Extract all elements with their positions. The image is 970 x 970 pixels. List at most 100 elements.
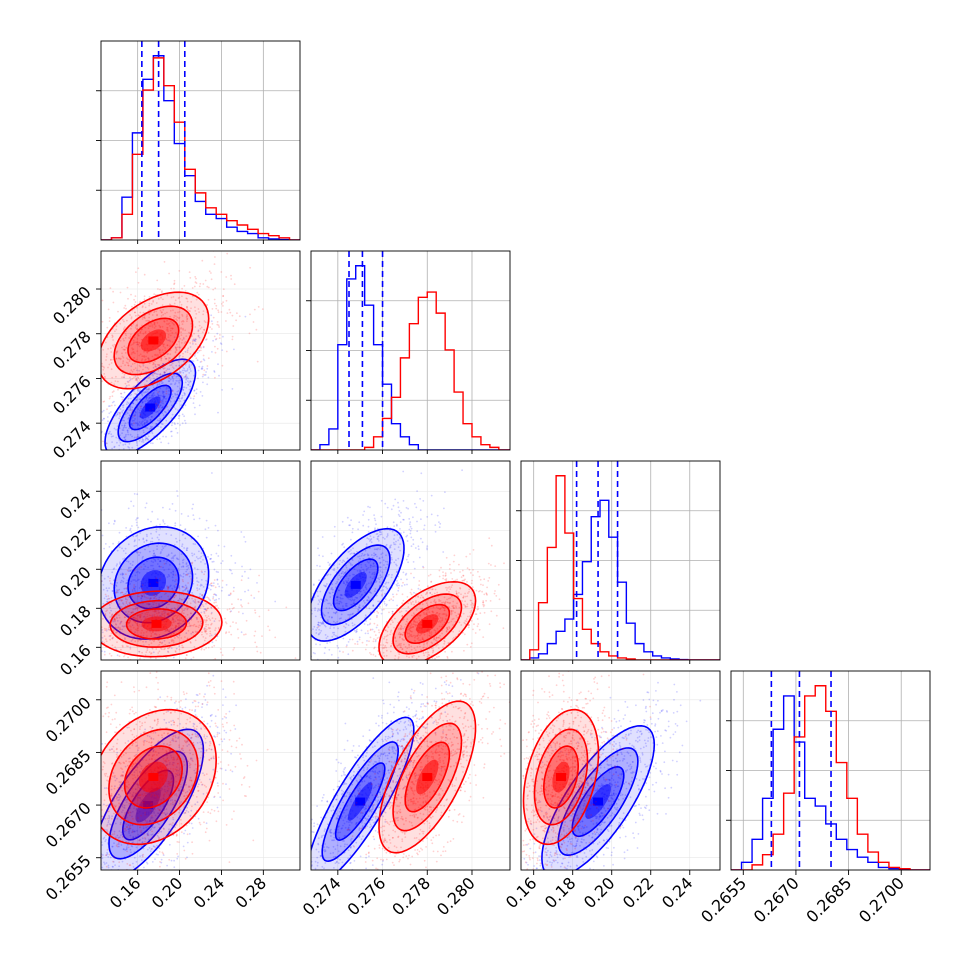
scatter-point xyxy=(181,315,184,317)
scatter-point xyxy=(128,446,131,449)
scatter-point xyxy=(177,380,180,382)
scatter-point xyxy=(48,609,50,611)
scatter-point xyxy=(108,635,111,637)
scatter-point xyxy=(116,351,118,354)
scatter-point xyxy=(118,531,121,534)
scatter-point xyxy=(187,384,189,386)
scatter-point xyxy=(198,336,201,339)
scatter-point xyxy=(132,510,134,512)
scatter-point xyxy=(124,422,127,425)
scatter-point xyxy=(121,398,124,401)
scatter-point xyxy=(163,343,165,346)
scatter-point xyxy=(117,451,119,453)
scatter-point xyxy=(143,355,146,357)
scatter-point xyxy=(82,463,84,465)
scatter-point xyxy=(148,603,151,606)
scatter-point xyxy=(170,571,173,574)
scatter-point xyxy=(161,406,164,409)
scatter-point xyxy=(135,398,138,401)
scatter-point xyxy=(122,409,125,412)
scatter-point xyxy=(186,349,189,351)
scatter-point xyxy=(123,339,125,342)
scatter-point xyxy=(97,439,99,441)
scatter-point xyxy=(156,314,158,317)
scatter-point xyxy=(107,348,109,350)
scatter-point xyxy=(155,609,157,612)
scatter-point xyxy=(134,418,136,420)
scatter-point xyxy=(214,586,217,589)
scatter-point xyxy=(175,347,178,349)
scatter-point xyxy=(144,881,146,883)
scatter-point xyxy=(164,371,166,374)
scatter-point xyxy=(105,467,107,469)
scatter-point xyxy=(147,545,150,548)
scatter-point xyxy=(169,357,171,359)
scatter-point xyxy=(204,279,207,282)
scatter-point xyxy=(127,417,130,419)
scatter-point xyxy=(105,595,108,598)
scatter-point xyxy=(176,343,178,346)
scatter-point xyxy=(133,298,136,301)
scatter-point xyxy=(112,290,114,293)
scatter-point xyxy=(84,476,86,478)
scatter-point xyxy=(230,569,232,572)
hist-clip-group xyxy=(311,265,510,450)
scatter-point xyxy=(146,427,149,430)
scatter-point xyxy=(142,368,144,371)
scatter-point xyxy=(97,663,99,665)
scatter-point xyxy=(114,471,116,473)
scatter-point xyxy=(146,437,149,440)
scatter-point xyxy=(130,423,133,426)
scatter-point xyxy=(97,550,99,552)
scatter-point xyxy=(173,585,176,587)
scatter-point xyxy=(155,530,158,533)
scatter-point xyxy=(213,263,216,265)
scatter-point xyxy=(216,604,218,607)
scatter-point xyxy=(220,271,223,273)
scatter-point xyxy=(104,593,107,596)
scatter-point xyxy=(168,508,171,510)
scatter-point xyxy=(66,374,68,376)
scatter-point xyxy=(136,422,139,425)
scatter-point xyxy=(200,552,203,554)
scatter-point xyxy=(163,320,166,322)
scatter-point xyxy=(152,396,155,399)
scatter-point xyxy=(152,301,155,303)
scatter-point xyxy=(214,338,217,341)
scatter-point xyxy=(216,578,219,581)
scatter-point xyxy=(197,369,200,372)
scatter-point xyxy=(141,328,143,331)
scatter-point xyxy=(186,306,188,308)
scatter-point xyxy=(195,282,198,284)
scatter-point xyxy=(201,594,203,596)
scatter-point xyxy=(124,332,127,335)
scatter-point xyxy=(113,618,116,621)
scatter-point xyxy=(225,320,227,322)
scatter-point xyxy=(144,306,147,309)
scatter-point xyxy=(65,569,67,571)
scatter-point xyxy=(132,396,135,399)
scatter-point xyxy=(167,554,170,557)
scatter-point xyxy=(182,561,184,564)
scatter-point xyxy=(154,846,157,849)
scatter-point xyxy=(196,587,199,590)
scatter-point xyxy=(221,349,224,351)
scatter-point xyxy=(153,380,156,383)
scatter-point xyxy=(176,319,179,322)
scatter-point xyxy=(153,552,156,555)
scatter-point xyxy=(173,323,176,326)
scatter-point xyxy=(196,291,199,294)
scatter-point xyxy=(182,580,185,583)
scatter-point xyxy=(185,547,188,550)
scatter-point xyxy=(133,368,135,371)
scatter-point xyxy=(140,405,143,408)
scatter-point xyxy=(93,555,95,557)
scatter-point xyxy=(148,397,150,400)
scatter-point xyxy=(159,560,161,563)
scatter-point xyxy=(111,401,114,404)
scatter-point xyxy=(165,397,167,400)
scatter-point xyxy=(89,647,91,649)
scatter-point xyxy=(135,379,138,382)
scatter-point xyxy=(151,355,154,358)
scatter-point xyxy=(122,448,125,450)
